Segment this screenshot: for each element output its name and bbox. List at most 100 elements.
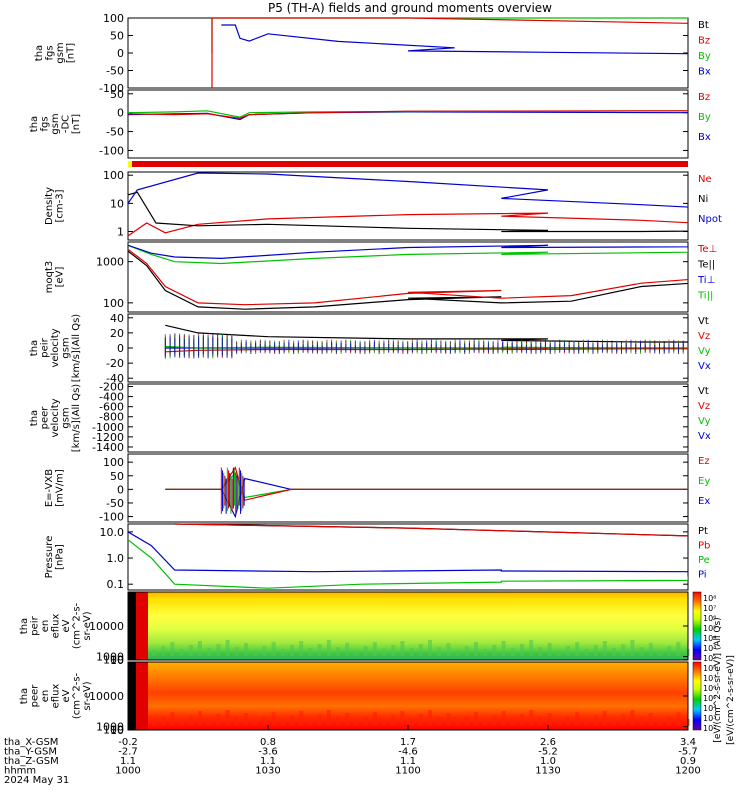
y-axis-label: eV <box>61 619 72 632</box>
spectrogram-streak <box>630 640 635 656</box>
y-tick-label: 100 <box>103 297 124 310</box>
legend-Ti⊥: Ti⊥ <box>697 275 715 286</box>
x-tick-label: -5.2 <box>538 747 558 758</box>
spectrogram-streak <box>639 647 644 656</box>
y-axis-label: [nPa] <box>55 544 66 570</box>
spectrogram-streak <box>391 715 396 726</box>
legend-Vx: Vx <box>698 361 711 372</box>
panel-temperature: 1000 100 moqt3 [eV] Te⊥ Te|| Ti⊥ Ti|| <box>44 241 717 313</box>
y-axis-label: tha <box>19 618 30 634</box>
y-tick-label: 100 <box>103 724 124 737</box>
status-bar <box>128 161 688 167</box>
legend-Ez: Ez <box>698 456 710 467</box>
y-tick-label: -50 <box>106 497 124 510</box>
series-Pe <box>128 539 688 589</box>
spectrogram-streak <box>437 647 442 656</box>
legend-By: By <box>698 112 711 123</box>
y-axis-label: velocity <box>50 328 61 367</box>
spectrogram-streak <box>529 640 534 656</box>
series-Vz <box>165 348 688 353</box>
spectrogram-streak <box>538 717 543 726</box>
y-axis-label: moqt3 <box>44 261 55 294</box>
spectrogram-streak <box>621 714 626 726</box>
panel-frame <box>127 453 689 523</box>
y-axis-label: E=-VXB <box>44 469 55 507</box>
y-axis-label: eflux <box>51 684 62 709</box>
spectrogram-streak <box>382 649 386 656</box>
y-tick-label: 1000 <box>96 256 124 269</box>
spectrogram-streak <box>271 642 276 656</box>
colorbar-units-label: [eV/(cm^2-s-sr-eV)] (All Qs) <box>713 617 723 742</box>
spectrogram-streak <box>391 645 396 656</box>
spectrogram-streak <box>648 713 653 726</box>
spectrogram-streak <box>428 710 432 726</box>
spectrogram-streak <box>676 642 681 656</box>
x-tick-label: 3.4 <box>680 737 696 748</box>
spectrogram-streak <box>584 719 589 726</box>
spectrogram-streak <box>409 718 414 726</box>
y-axis-label: velocity <box>50 398 61 437</box>
spectrogram-streak <box>575 712 580 726</box>
colorbar-tick-label: 10⁶ <box>703 684 716 693</box>
y-axis-label: [mV/m] <box>55 469 66 507</box>
spectrogram-streak <box>547 643 552 656</box>
spectrogram-streak <box>372 642 377 656</box>
spectrogram-streak <box>253 650 258 656</box>
x-tick-label: 1.7 <box>400 737 416 748</box>
spectrogram-streak <box>152 720 156 726</box>
colorbar-tick-label: 10² <box>703 724 716 733</box>
spectrogram-streak <box>225 710 230 726</box>
y-tick-label: 1 <box>117 226 124 239</box>
y-tick-label: 100 <box>103 456 124 469</box>
y-axis-label: Pressure <box>44 536 55 579</box>
series-Bx <box>128 111 688 121</box>
legend-Bt: Bt <box>698 20 709 31</box>
y-axis-label: gsm <box>50 113 61 134</box>
spectrogram-streak <box>188 715 193 726</box>
legend-Bx: Bx <box>698 132 711 143</box>
spectrogram-streak <box>262 716 267 726</box>
spectrogram-streak <box>262 646 267 656</box>
spectrogram-streak <box>198 711 202 726</box>
spectrogram-streak <box>308 648 313 656</box>
y-tick-label: 0 <box>117 47 124 60</box>
spectrogram-streak <box>630 710 635 726</box>
spectrogram-streak <box>464 646 469 656</box>
y-axis-label: tha <box>19 688 30 704</box>
spectrogram-streak <box>529 710 534 726</box>
x-tick-label: 1130 <box>535 766 560 777</box>
legend-Bz: Bz <box>698 92 710 103</box>
x-tick-label: 1.0 <box>540 756 556 767</box>
colorbar-strip <box>692 661 702 731</box>
legend-Npot: Npot <box>698 214 722 225</box>
colorbar-units-label-2: [eV/(cm^2-s-sr-eV)] <box>726 655 736 745</box>
y-axis-label: sr-eV) <box>82 611 93 640</box>
spectrogram-streak <box>501 641 506 656</box>
spectrogram-streak <box>510 718 515 726</box>
spectrogram-streak <box>667 646 672 656</box>
y-tick-label: -1200 <box>92 431 124 444</box>
series-Ez <box>165 466 688 501</box>
y-tick-label: -1400 <box>92 441 124 454</box>
series-Ti⊥ <box>128 244 688 260</box>
y-tick-label: 10 <box>110 197 124 210</box>
y-axis-label: eflux <box>51 614 62 639</box>
y-axis-label: tha <box>29 410 40 426</box>
panel-density: 100 10 1 Density [cm-3] Ne Ni Npot <box>44 169 722 241</box>
y-tick-label: 1000 <box>96 721 124 734</box>
legend-Vy: Vy <box>698 416 711 427</box>
spectrogram-streak <box>234 717 239 726</box>
x-tick-label: 1200 <box>675 766 700 777</box>
legend-Bx: Bx <box>698 67 711 78</box>
spectrogram-streak <box>602 641 607 656</box>
y-tick-label: 0 <box>117 107 124 120</box>
x-tick-label: 1.1 <box>260 756 276 767</box>
series-Vt <box>165 324 688 343</box>
spectrogram-streak <box>253 720 258 726</box>
spectrogram-streak <box>354 650 359 656</box>
y-axis-label: (cm^2-s- <box>72 672 83 719</box>
x-tick-label: -2.7 <box>118 747 138 758</box>
y-axis-label: peir <box>40 337 51 357</box>
y-tick-label: -800 <box>99 411 124 424</box>
